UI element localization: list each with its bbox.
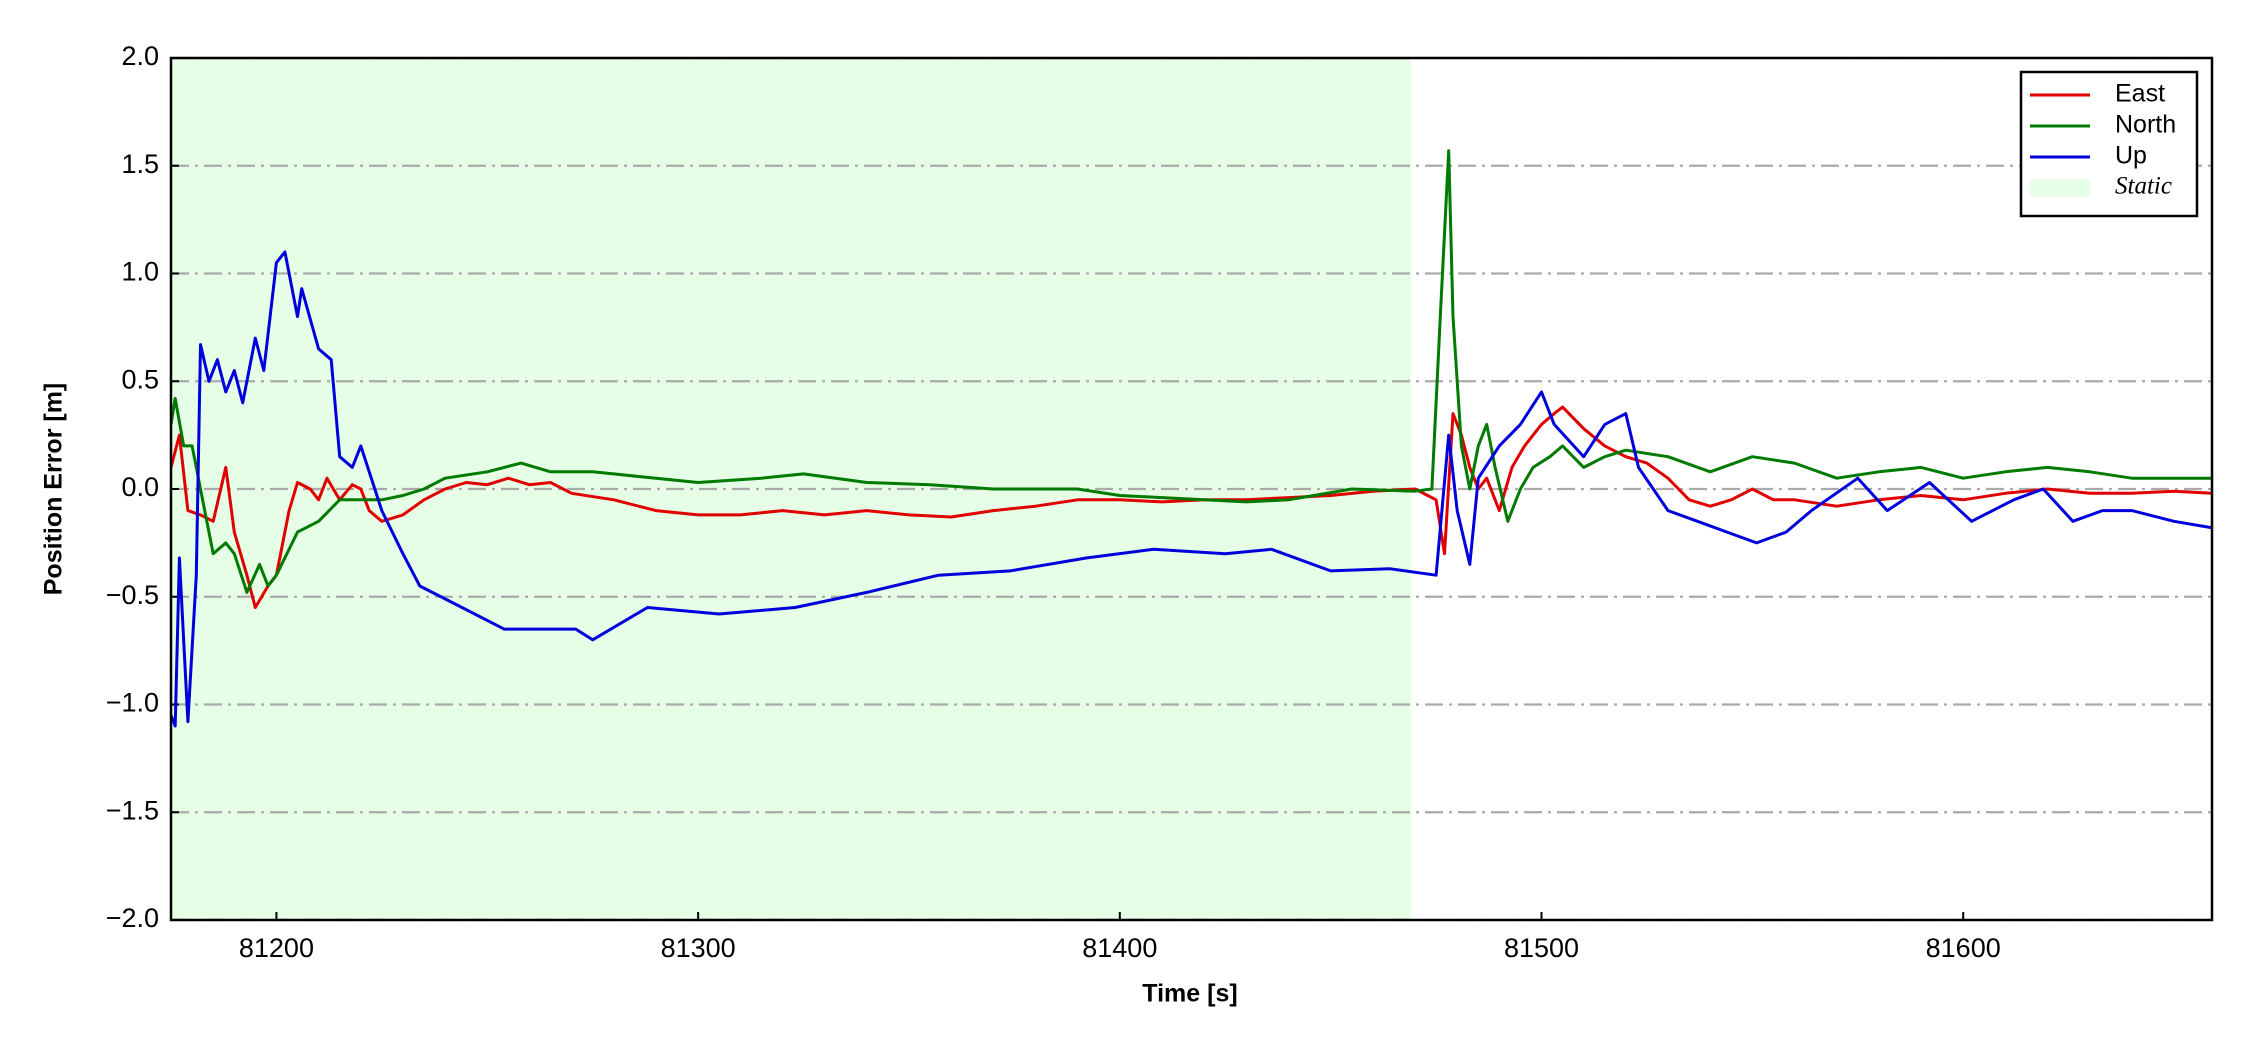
legend-label: Static: [2115, 173, 2172, 200]
plot-lines: [171, 149, 2212, 728]
series-line: [171, 405, 2212, 609]
legend-label: North: [2115, 111, 2176, 139]
series-line: [171, 149, 2212, 594]
series-line: [171, 250, 2212, 728]
x-tick-label: 81500: [1504, 933, 1579, 963]
y-tick-label: 1.0: [121, 257, 159, 287]
y-tick-label: 0.0: [121, 472, 159, 502]
y-tick-label: 1.5: [121, 149, 159, 179]
x-tick-label: 81400: [1082, 933, 1157, 963]
x-tick-label: 81200: [239, 933, 314, 963]
y-tick-label: −2.0: [106, 903, 159, 933]
plot-frame: [169, 56, 2214, 922]
legend-label: Up: [2115, 142, 2147, 170]
y-tick-label: −1.0: [106, 688, 159, 718]
legend-swatch: [2030, 179, 2090, 197]
x-tick-label: 81600: [1926, 933, 2001, 963]
y-tick-label: −0.5: [106, 580, 159, 610]
y-tick-label: 2.0: [121, 41, 159, 71]
legend-label: East: [2115, 80, 2165, 108]
y-tick-label: −1.5: [106, 795, 159, 825]
x-axis-label: Time [s]: [1142, 980, 1237, 1008]
y-tick-label: 0.5: [121, 364, 159, 394]
x-tick-label: 81300: [661, 933, 736, 963]
y-axis-label: Position Error [m]: [40, 383, 68, 596]
